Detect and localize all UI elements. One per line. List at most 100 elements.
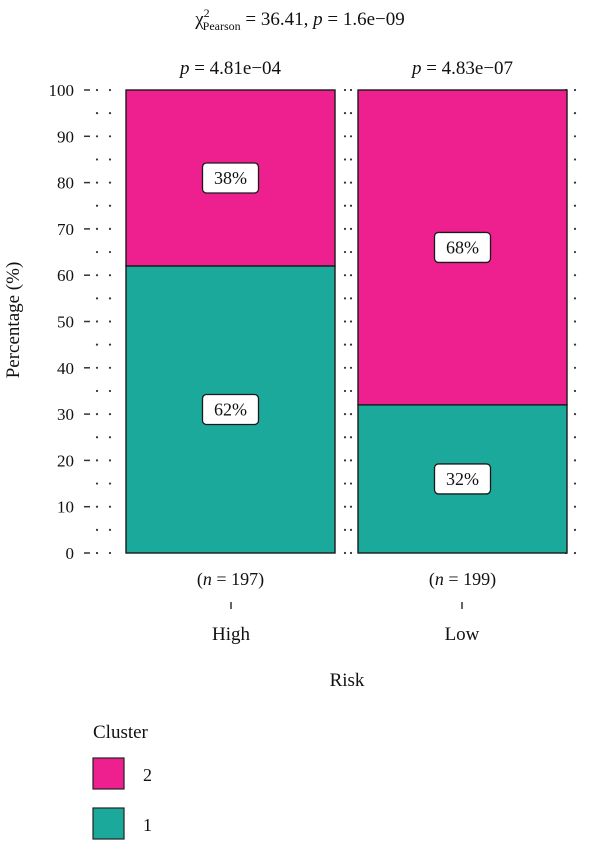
legend-title: Cluster [93, 722, 149, 743]
grid-dot [108, 274, 112, 277]
grid-dot [349, 482, 353, 485]
axes: 0 10 20 30 40 50 60 70 80 90 100 p = 4.81e−04 (n = 1… [49, 58, 577, 645]
grid-dot [349, 135, 353, 138]
grid-dot [343, 459, 347, 462]
grid-dot [349, 389, 353, 393]
grid-dot [343, 227, 347, 230]
grid-dot [573, 135, 577, 138]
grid-dot [349, 505, 353, 508]
grid-dot [95, 204, 99, 207]
grid-dot [573, 204, 577, 207]
grid-dot [108, 88, 112, 92]
grid-dot [573, 181, 577, 184]
grid-dot [349, 343, 353, 346]
grid-dot [95, 88, 99, 92]
grid-dot [95, 413, 99, 416]
grid-dot [573, 505, 577, 508]
y-tick-label: 70 [57, 220, 74, 239]
grid-dot [108, 250, 112, 254]
chi-symbol: χ [194, 9, 204, 30]
grid-dot [95, 366, 99, 369]
grid-dot [343, 181, 347, 184]
grid-dot [108, 413, 112, 416]
grid-dot [573, 227, 577, 230]
grid-dot [343, 413, 347, 416]
y-tick-label: 50 [57, 313, 74, 332]
y-tick-label: 90 [57, 127, 74, 146]
grid-dot [343, 366, 347, 369]
grid-dot [343, 343, 347, 346]
grid-dot [108, 297, 112, 300]
grid-dot [95, 459, 99, 462]
grid-dot [349, 112, 353, 115]
grid-dot [108, 320, 112, 323]
x-axis-label: Risk [330, 670, 365, 691]
y-tick-label: 80 [57, 174, 74, 193]
grid-dot [573, 343, 577, 346]
grid-dot [343, 297, 347, 300]
grid-dot [343, 389, 347, 393]
chi-superscript: 2 [204, 6, 210, 20]
grid-dot [108, 181, 112, 184]
grid-dot [95, 551, 99, 555]
grid-dot [573, 459, 577, 462]
data-label-box [433, 231, 492, 264]
grid-dot [573, 274, 577, 277]
y-tick-label: 20 [57, 451, 74, 470]
grid-dot [349, 274, 353, 277]
grid-dot [349, 158, 353, 161]
grid-dot [95, 505, 99, 508]
grid-dot [95, 135, 99, 138]
grid-dot [108, 204, 112, 207]
data-label-box [201, 393, 260, 426]
panel-p-value: p = 4.83e−07 [410, 58, 513, 79]
grid-dot [95, 250, 99, 254]
grid-dot [343, 528, 347, 531]
grid-dot [573, 366, 577, 369]
grid-dot [95, 528, 99, 531]
grid-dot [343, 112, 347, 115]
grid-dot [573, 158, 577, 161]
grid-dot [573, 436, 577, 439]
grid-dot [108, 135, 112, 138]
legend-label-1: 1 [143, 815, 152, 835]
grid-dot [349, 250, 353, 254]
grid-dot [343, 250, 347, 254]
grid-dot [108, 482, 112, 485]
grid-dot [95, 297, 99, 300]
grid-dot [108, 158, 112, 161]
grid-dot [573, 250, 577, 254]
chi-subscript: Pearson [203, 19, 241, 33]
data-labels: 62% 38% 32% 68% [201, 162, 492, 495]
grid-dot [343, 320, 347, 323]
grid-dot [573, 528, 577, 531]
grid-dot [349, 181, 353, 184]
grid-dot [573, 413, 577, 416]
grid-dot [349, 436, 353, 439]
y-axis-label: Percentage (%) [3, 262, 24, 379]
legend-swatch-1 [92, 807, 125, 840]
grid-dot [573, 297, 577, 300]
y-tick-label: 40 [57, 359, 74, 378]
grid-dot [349, 459, 353, 462]
x-tick-label: High [212, 624, 251, 645]
grid-dot [108, 505, 112, 508]
grid-dot [343, 204, 347, 207]
grid-dot [343, 551, 347, 555]
grid-dot [95, 389, 99, 393]
x-tick-label: Low [445, 624, 480, 645]
grid-dot [108, 436, 112, 439]
data-label: 62% [214, 399, 247, 419]
grid-dot [349, 551, 353, 555]
y-tick-label: 0 [66, 544, 75, 563]
count-label: (n = 197) [197, 569, 264, 590]
legend-swatch-2 [92, 757, 125, 790]
grid-dot [95, 227, 99, 230]
grid-dot [573, 551, 577, 555]
grid-dot [108, 389, 112, 393]
grid-dot [95, 181, 99, 184]
y-tick-label: 100 [49, 81, 75, 100]
grid-dot [573, 389, 577, 393]
grid-dot [95, 274, 99, 277]
